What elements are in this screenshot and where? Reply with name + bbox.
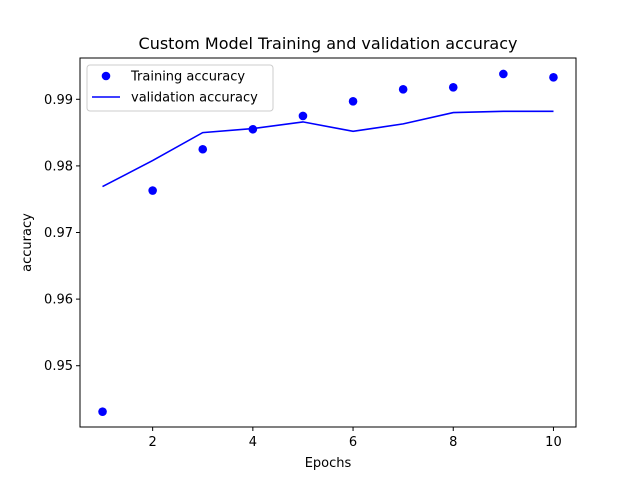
x-tick-label: 2 [149,435,157,450]
x-tick-label: 10 [545,435,562,450]
training-accuracy-point [198,144,208,154]
x-tick-label: 8 [449,435,457,450]
training-accuracy-point [398,85,408,94]
y-tick-label: 0.95 [44,359,73,374]
y-axis-label: accuracy [20,213,35,272]
y-tick-label: 0.97 [44,226,73,241]
x-axis: 2 4 6 8 10 [149,427,562,450]
y-tick-label: 0.96 [44,293,73,308]
training-accuracy-point [348,96,358,106]
x-tick-label: 4 [249,435,257,450]
plot-frame [79,57,577,428]
training-accuracy-point [98,407,107,416]
legend-entry-label: Training accuracy [130,70,245,85]
x-tick-label: 6 [349,435,357,450]
training-accuracy-point [549,73,558,82]
y-tick-label: 0.98 [44,159,73,174]
legend-marker-swatch [101,71,111,81]
validation-accuracy-line [102,110,554,188]
legend-box [86,64,274,112]
legend-entry-label: validation accuracy [131,91,258,106]
training-accuracy-point [499,69,508,79]
y-tick-label: 0.99 [44,93,73,108]
training-accuracy-point [298,111,308,121]
x-axis-label: Epochs [305,456,352,471]
y-axis: 0.95 0.96 0.97 0.98 0.99 [44,93,80,374]
training-accuracy-point [448,83,458,92]
plot-area [98,69,558,416]
training-accuracy-point [148,186,157,195]
chart-title: Custom Model Training and validation acc… [139,34,518,53]
legend: Training accuracy validation accuracy [86,64,274,112]
